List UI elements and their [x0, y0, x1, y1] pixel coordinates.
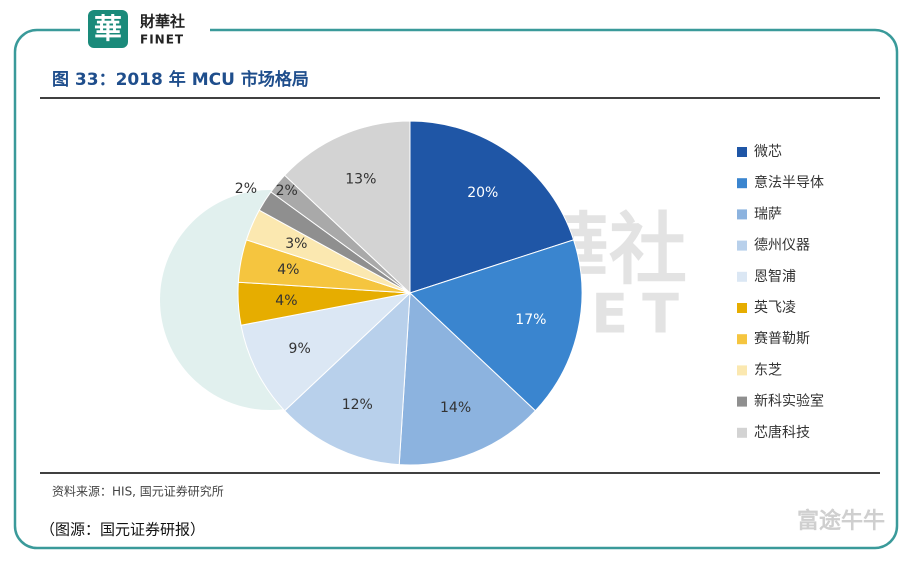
legend-label: 德州仪器 — [754, 238, 810, 254]
legend-label: 东芝 — [754, 362, 782, 378]
legend-label: 新科实验室 — [754, 393, 824, 410]
slice-label: 3% — [285, 236, 307, 252]
slice-label: 2% — [235, 181, 257, 197]
legend-swatch — [737, 365, 747, 376]
legend-swatch — [737, 178, 747, 189]
legend-swatch — [737, 303, 747, 313]
legend-label: 芯唐科技 — [754, 424, 810, 441]
legend-label: 英飞凌 — [754, 299, 796, 316]
slice-label: 4% — [277, 262, 299, 278]
legend-swatch — [737, 147, 747, 157]
slice-label: 9% — [289, 341, 311, 357]
corner-watermark: 富途牛牛 — [797, 508, 885, 534]
pie-slice — [398, 291, 537, 466]
logo-box — [88, 10, 128, 48]
pie-slice — [283, 120, 411, 295]
logo-name: 財華社 — [139, 13, 185, 31]
frame — [13, 28, 899, 550]
legend-label: 瑞萨 — [754, 206, 782, 222]
slice-label: 2% — [276, 183, 298, 199]
legend-swatch — [737, 209, 747, 220]
legend-label: 赛普勒斯 — [754, 331, 810, 347]
logo-sub: FINET — [140, 33, 184, 47]
slice-label: 17% — [515, 312, 546, 328]
legend-swatch — [737, 334, 747, 345]
source: 资料来源：HIS, 国元证券研究所 — [52, 484, 224, 499]
pie-slice — [283, 291, 411, 466]
pie-slice — [240, 292, 412, 412]
slice-label: 14% — [440, 400, 471, 416]
legend-swatch — [737, 271, 747, 282]
pie-slice — [409, 239, 583, 412]
plot: 20% 17% 14% 12% 9% 4% 4% 3% 2% 2% 13% 微芯意法半导体瑞萨德州仪器… — [235, 120, 824, 466]
caption: （图源：国元证券研报） — [40, 521, 205, 539]
slice-label: 20% — [467, 185, 498, 201]
pie-slice — [409, 120, 575, 294]
legend-swatch — [737, 240, 747, 251]
slice-label: 4% — [275, 293, 297, 309]
logo-mark: 華 — [94, 12, 122, 45]
slice-label: 12% — [342, 397, 373, 413]
legend-label: 微芯 — [754, 144, 782, 160]
slice-label: 13% — [345, 171, 376, 187]
legend-label: 意法半导体 — [754, 174, 824, 191]
chart-title: 图 33：2018 年 MCU 市场格局 — [52, 69, 309, 90]
legend-swatch — [737, 396, 747, 407]
legend-swatch — [737, 427, 747, 438]
legend-label: 恩智浦 — [754, 269, 796, 285]
